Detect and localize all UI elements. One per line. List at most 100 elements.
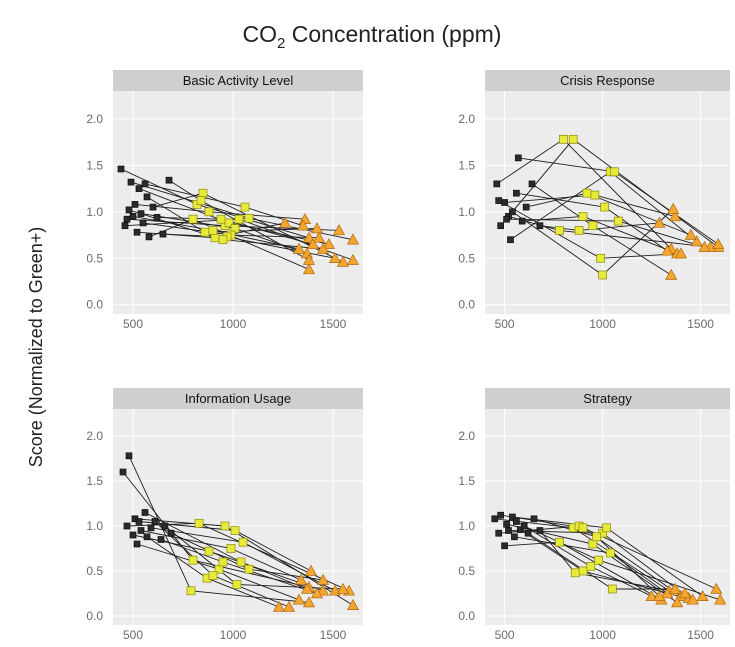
data-point-low [503, 215, 510, 223]
data-point-mid [582, 188, 592, 198]
y-tick-label: 0.5 [458, 564, 475, 578]
facet-strip [485, 388, 730, 409]
data-point-high [690, 235, 703, 247]
data-point-mid [196, 196, 206, 205]
data-point-mid [606, 548, 615, 558]
markers [117, 165, 360, 275]
data-point-high [310, 587, 324, 599]
data-point-mid [602, 523, 611, 533]
data-point-high [346, 598, 360, 610]
data-point-mid [210, 233, 220, 243]
chart-title: CO2 Concentration (ppm) [243, 21, 502, 52]
data-point-mid [208, 226, 218, 235]
data-point-mid [555, 537, 564, 547]
data-point-low [511, 533, 518, 541]
x-tick-label: 1500 [320, 317, 347, 331]
data-point-mid [238, 537, 248, 547]
markers [491, 511, 727, 608]
y-tick-label: 1.5 [458, 474, 475, 488]
data-point-high [669, 582, 682, 594]
x-tick-label: 500 [123, 317, 143, 331]
data-point-mid [240, 202, 250, 212]
data-point-mid [216, 214, 226, 224]
data-point-mid [598, 270, 607, 280]
y-tick-label: 0.5 [458, 251, 475, 265]
data-point-low [167, 529, 175, 537]
data-point-low [495, 197, 503, 204]
data-point-low [505, 527, 512, 534]
data-point-mid [198, 188, 208, 198]
data-point-low [509, 513, 516, 521]
data-point-low [491, 515, 499, 523]
data-point-high [292, 242, 306, 254]
data-point-mid [226, 544, 236, 553]
data-point-high [332, 224, 346, 236]
x-tick-label: 1000 [589, 628, 616, 642]
data-point-low [161, 522, 169, 530]
data-point-mid [232, 580, 242, 589]
data-point-mid [592, 532, 602, 542]
data-point-high [653, 589, 666, 601]
facet-strip [113, 388, 363, 409]
data-point-low [528, 180, 536, 188]
y-tick-label: 1.5 [458, 158, 475, 172]
data-point-high [272, 600, 286, 612]
data-point-low [147, 524, 155, 532]
y-tick-label: 1.0 [458, 519, 475, 533]
data-point-mid [188, 555, 198, 565]
y-tick-label: 2.0 [458, 429, 475, 443]
data-point-high [669, 210, 682, 222]
data-point-mid [596, 253, 605, 263]
data-point-mid [559, 134, 568, 144]
data-point-high [645, 589, 658, 601]
data-point-high [696, 589, 709, 601]
data-point-low [127, 178, 135, 186]
facet-title: Strategy [583, 391, 632, 406]
data-point-high [300, 582, 314, 594]
data-point-low [497, 511, 505, 519]
data-point-mid [218, 557, 228, 567]
data-point-low [143, 193, 151, 201]
data-point-low [149, 203, 157, 211]
facet-panel: Strategy 0.0 0.5 1.0 1.5 2.0 500 1000 1500 [458, 388, 730, 642]
data-point-low [153, 214, 161, 221]
x-tick-label: 1000 [220, 628, 247, 642]
data-point-high [712, 238, 725, 250]
data-point-high [312, 231, 326, 243]
data-point-high [282, 600, 296, 612]
y-tick-label: 0.5 [86, 564, 103, 578]
data-point-mid [613, 216, 623, 226]
plot-background [113, 91, 363, 314]
data-point-low [139, 219, 147, 227]
data-point-high [322, 238, 336, 250]
data-point-mid [230, 526, 240, 535]
data-point-high [302, 596, 316, 608]
data-point-high [661, 244, 674, 256]
data-point-mid [234, 214, 244, 224]
y-tick-label: 1.0 [86, 519, 103, 533]
data-point-high [316, 573, 330, 585]
data-point-low [141, 509, 149, 516]
facet-title: Crisis Response [560, 73, 655, 88]
data-point-high [698, 240, 711, 252]
data-point-mid [186, 586, 196, 596]
data-point-mid [610, 167, 619, 177]
y-tick-label: 2.0 [86, 112, 103, 126]
data-point-mid [208, 571, 218, 580]
data-point-low [121, 222, 129, 230]
data-point-low [143, 533, 151, 541]
markers [119, 452, 360, 612]
x-tick-label: 1000 [220, 317, 247, 331]
data-point-mid [594, 555, 604, 565]
data-point-high [346, 253, 360, 265]
data-point-mid [204, 546, 214, 556]
data-point-high [306, 238, 320, 250]
data-point-low [157, 536, 165, 543]
facet-strip [485, 70, 730, 91]
data-point-low [493, 180, 501, 188]
data-point-low [145, 233, 153, 241]
data-point-high [294, 573, 308, 585]
data-point-high [667, 202, 680, 214]
data-point-mid [244, 564, 254, 574]
